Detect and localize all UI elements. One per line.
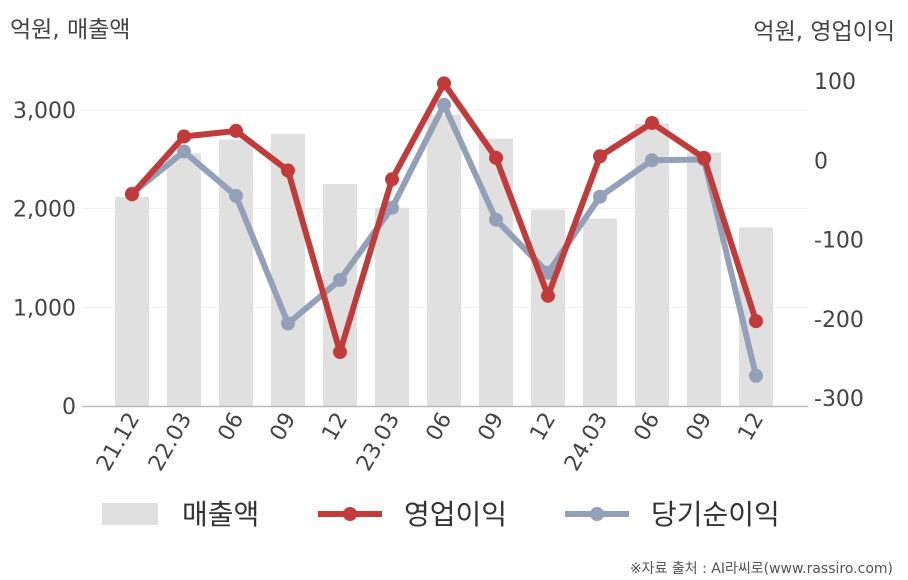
series-point: [177, 129, 191, 144]
left-axis-label: 억원, 매출액: [10, 17, 130, 43]
right-axis-label: 억원, 영업이익: [753, 19, 895, 45]
series-point: [437, 76, 451, 91]
revenue-bar: [115, 196, 149, 406]
x-tick: 23.03: [352, 409, 405, 476]
y-tick-right: -100: [814, 229, 864, 254]
y-tick-right: -200: [814, 308, 864, 333]
series-point: [645, 116, 659, 131]
legend-swatch: [102, 503, 158, 525]
x-tick: 21.12: [92, 409, 145, 476]
legend-marker: [590, 507, 604, 521]
y-tick-right: -300: [814, 387, 864, 412]
revenue-bar: [479, 138, 513, 406]
right-y-ticks: -300 -200 -100 0 100: [814, 70, 864, 412]
series-point: [541, 265, 555, 280]
y-tick-right: 100: [814, 70, 856, 95]
revenue-bar: [167, 153, 201, 406]
series-point: [749, 314, 763, 329]
x-tick: 22.03: [144, 409, 197, 476]
series-point: [281, 316, 295, 331]
series-point: [229, 123, 243, 138]
legend-marker: [343, 507, 357, 521]
series-point: [697, 150, 711, 165]
series-point: [489, 212, 503, 227]
series-point: [749, 368, 763, 383]
bars: [115, 114, 773, 407]
series-point: [177, 144, 191, 159]
legend-label: 영업이익: [404, 498, 507, 531]
x-tick: 24.03: [560, 409, 613, 476]
source-note: ※자료 출처 : AI라씨로(www.rassiro.com): [630, 561, 893, 577]
series-point: [333, 272, 347, 287]
revenue-bar: [323, 184, 357, 406]
legend-label: 매출액: [182, 498, 259, 531]
revenue-bar: [531, 209, 565, 406]
y-tick-left: 1,000: [13, 296, 76, 321]
series-point: [385, 200, 399, 215]
left-y-ticks: 0 1,000 2,000 3,000: [13, 99, 76, 420]
revenue-bar: [219, 139, 253, 406]
series-point: [437, 97, 451, 112]
series-point: [541, 288, 555, 303]
x-tick: 06: [422, 409, 458, 446]
series-point: [125, 187, 139, 202]
legend-label: 당기순이익: [651, 498, 780, 531]
revenue-bar: [375, 207, 409, 406]
x-tick: 12: [734, 409, 770, 446]
x-tick: 06: [214, 409, 250, 446]
y-tick-left: 2,000: [13, 198, 76, 223]
series-point: [593, 149, 607, 164]
series-point: [385, 172, 399, 187]
y-tick-left: 0: [62, 395, 76, 420]
x-tick: 09: [682, 409, 718, 446]
x-tick: 09: [474, 409, 510, 446]
revenue-bar: [583, 218, 617, 406]
series-point: [593, 189, 607, 204]
revenue-bar: [427, 114, 461, 406]
series-point: [645, 153, 659, 168]
x-tick: 12: [318, 409, 354, 446]
series-point: [333, 345, 347, 360]
series-point: [281, 163, 295, 178]
x-tick: 06: [630, 409, 666, 446]
series-point: [229, 188, 243, 203]
x-tick: 09: [266, 409, 302, 446]
y-tick-left: 3,000: [13, 99, 76, 124]
series-point: [489, 150, 503, 165]
y-tick-right: 0: [814, 149, 828, 174]
lines: [125, 76, 763, 383]
x-tick: 12: [526, 409, 562, 446]
legend: 매출액 영업이익 당기순이익: [102, 498, 780, 531]
